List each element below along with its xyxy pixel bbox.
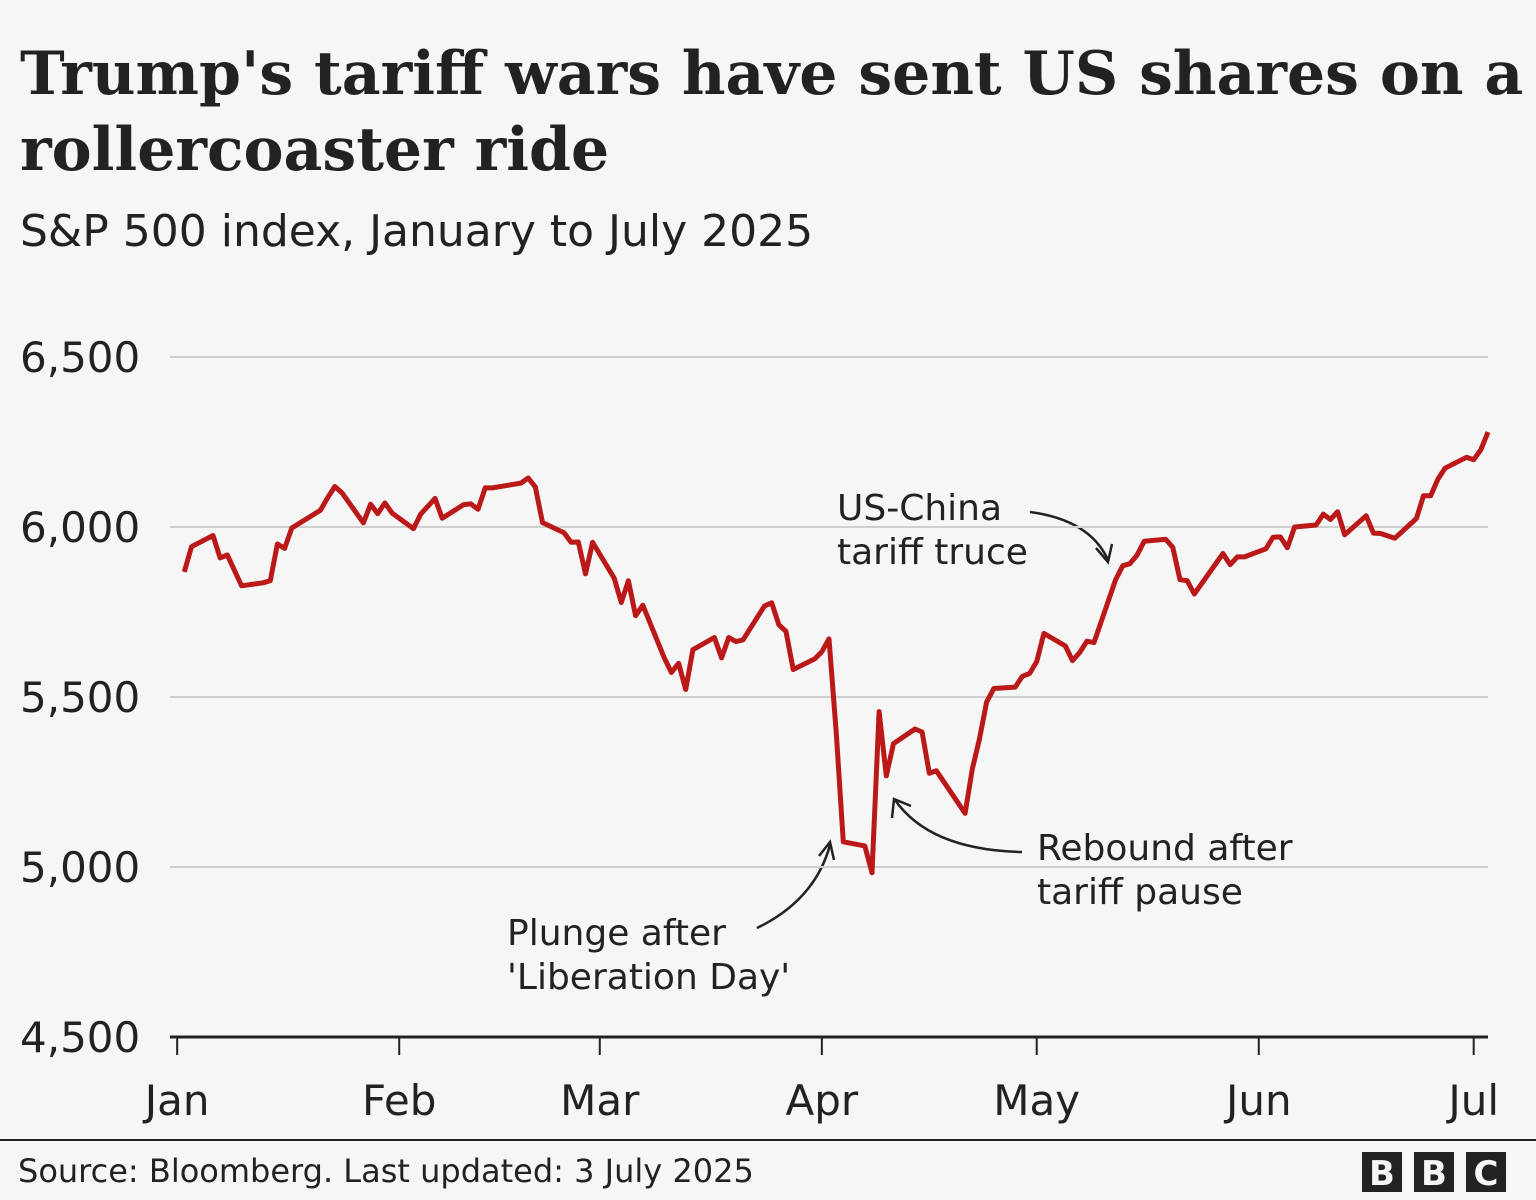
annotation: 'Liberation Day' <box>507 957 790 998</box>
arrow <box>893 799 1023 854</box>
x-tick-label: Apr <box>786 1076 859 1125</box>
annotation: tariff pause <box>1037 872 1243 913</box>
x-tick-label: Jul <box>1445 1076 1499 1125</box>
arrow-head <box>818 839 836 861</box>
logo-block <box>1414 1152 1454 1192</box>
y-tick-label: 6,500 <box>20 333 140 382</box>
logo-letter: B <box>1421 1154 1447 1194</box>
y-tick-label: 5,000 <box>20 843 140 892</box>
arrow-head <box>1095 543 1114 565</box>
arrow-head <box>890 797 912 819</box>
x-tick-label: May <box>993 1076 1080 1125</box>
x-tick-label: Mar <box>560 1076 640 1125</box>
arrow <box>756 844 832 930</box>
source: Source: Bloomberg. Last updated: 3 July … <box>18 1152 754 1190</box>
plot-area: 4,500 5,000 5,500 6,000 6,500 Jan Feb Mar Apr May… <box>20 333 1499 1125</box>
y-tick-label: 6,000 <box>20 503 140 552</box>
y-tick-label: 5,500 <box>20 673 140 722</box>
chart-subtitle: S&P 500 index, January to July 2025 <box>20 206 813 257</box>
x-tick-label: Jan <box>142 1076 210 1125</box>
annotation-arrows <box>756 510 1114 930</box>
annotation: Rebound after <box>1037 828 1293 869</box>
arrow <box>1029 510 1110 561</box>
annotation: tariff truce <box>837 532 1028 573</box>
annotation: US-China <box>837 488 1002 529</box>
logo-letter: C <box>1474 1154 1499 1194</box>
line-series <box>181 431 1491 876</box>
y-tick-label: 4,500 <box>20 1013 140 1062</box>
annotation: Plunge after <box>507 913 726 954</box>
chart-title: rollercoaster ride <box>20 115 609 185</box>
logo-block <box>1466 1152 1506 1192</box>
bbc-logo: B B C <box>1362 1152 1506 1194</box>
logo-block <box>1362 1152 1402 1192</box>
logo-letter: B <box>1369 1154 1395 1194</box>
x-tick-label: Feb <box>362 1076 436 1125</box>
chart-title: Trump's tariff wars have sent US shares … <box>20 39 1523 109</box>
x-tick-label: Jun <box>1223 1076 1292 1125</box>
